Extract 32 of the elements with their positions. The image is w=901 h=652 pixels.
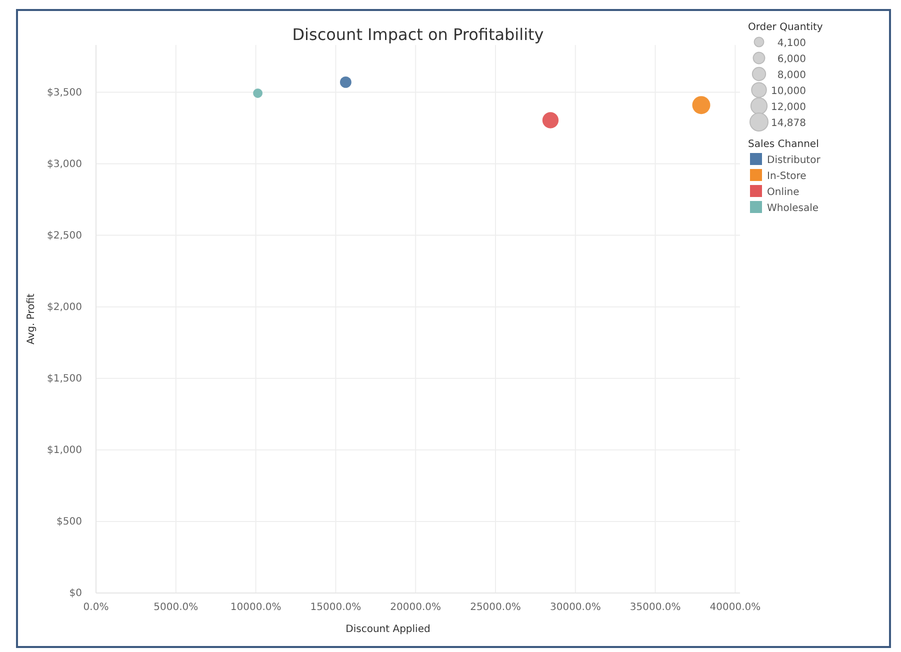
legend-label: Distributor (767, 155, 822, 166)
y-tick-label: $3,500 (47, 87, 82, 98)
x-tick-label: 35000.0% (630, 602, 681, 614)
text: Order Quantity (748, 22, 823, 33)
y-tick-label: $1,000 (47, 445, 82, 456)
chart-title: Discount Impact on Profitability (292, 25, 544, 44)
legend-label: 8,000 (777, 70, 806, 81)
legend-label: In-Store (767, 171, 806, 182)
x-tick-label: 25000.0% (470, 602, 521, 614)
legend-title: Sales Channel (748, 139, 819, 150)
y-tick-label: $1,500 (47, 374, 82, 385)
x-tick-label: 0.0% (83, 602, 109, 614)
x-tick-label: 5000.0% (154, 602, 198, 614)
x-tick-label: 30000.0% (550, 602, 601, 614)
y-tick-label: $2,000 (47, 302, 82, 314)
legend-label: 6,000 (777, 54, 806, 65)
legend-label: 14,878 (771, 118, 806, 129)
legend-label: 4,100 (777, 38, 806, 49)
y-tick-label: $3,000 (47, 158, 82, 170)
legend-label: 12,000 (771, 102, 806, 113)
y-axis-title: Avg. Profit (26, 293, 37, 344)
legend-label: Online (767, 187, 800, 198)
x-tick-label: 15000.0% (310, 602, 362, 614)
y-tick-label: $0 (69, 588, 82, 600)
x-tick-label: 40000.0% (710, 602, 761, 614)
x-tick-label: 20000.0% (390, 602, 442, 614)
y-tick-label: $2,500 (47, 230, 82, 242)
legend-label: 10,000 (771, 86, 806, 97)
legend-label: Wholesale (767, 203, 819, 214)
y-tick-label: $500 (56, 516, 82, 528)
x-tick-label: 10000.0% (230, 602, 282, 614)
x-axis-title: Discount Applied (346, 624, 430, 635)
